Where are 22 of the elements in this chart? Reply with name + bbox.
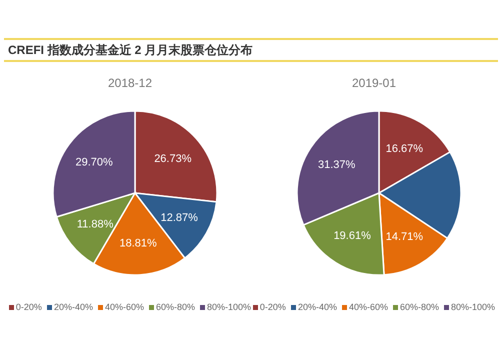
legend-label: 20%-40% xyxy=(52,302,93,312)
data-label: 14.71% xyxy=(386,231,424,244)
legend-label: 80%-100% xyxy=(450,302,496,312)
data-label: 18.81% xyxy=(120,238,158,250)
data-label: 29.70% xyxy=(75,156,114,169)
legend-label: 60%-80% xyxy=(155,302,196,312)
data-label: 19.61% xyxy=(334,230,372,242)
data-label: 11.88% xyxy=(76,218,114,231)
legend-label: 40%-60% xyxy=(348,302,388,312)
data-label: 12.87% xyxy=(160,212,198,224)
legend-label: 80%-100% xyxy=(206,302,252,312)
legend-label: 60%-80% xyxy=(399,302,440,312)
legend-label: 0-20% xyxy=(14,302,42,312)
chart-subtitle: 2018-12 xyxy=(106,76,154,90)
legend-label: 20%-40% xyxy=(296,302,337,312)
legend-label: 0-20% xyxy=(258,302,286,312)
data-label: 26.73% xyxy=(154,153,192,166)
chart-title: CREFI 指数成分基金近 2 月月末股票仓位分布 xyxy=(4,38,498,62)
data-label: 31.37% xyxy=(318,158,356,171)
legend-label: 40%-60% xyxy=(104,302,144,312)
chart-subtitle: 2019-01 xyxy=(350,76,398,90)
data-label: 16.67% xyxy=(386,142,424,155)
